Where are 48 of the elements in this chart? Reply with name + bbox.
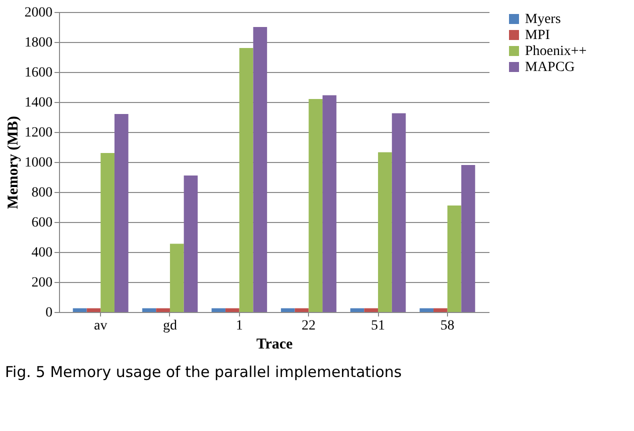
bar: [308, 99, 323, 312]
bar: [253, 27, 268, 312]
bar: [184, 176, 198, 312]
bar: [280, 308, 295, 312]
bar: [170, 244, 184, 312]
bar: [434, 308, 448, 312]
bar: [364, 308, 378, 312]
bar: [461, 165, 476, 312]
x-tick-label: 1: [236, 318, 243, 334]
bar: [114, 114, 128, 312]
bar: [239, 48, 254, 312]
legend-label: MAPCG: [525, 60, 575, 75]
y-tick-label: 1600: [24, 66, 52, 80]
bar: [447, 206, 462, 312]
x-tick-label: 22: [302, 318, 316, 334]
y-tick-label: 0: [46, 306, 52, 320]
y-tick-label: 2000: [24, 6, 52, 20]
x-tick-label: av: [94, 318, 108, 334]
bar: [392, 113, 406, 312]
y-axis-title: Memory (MB): [6, 116, 22, 209]
bar: [350, 308, 364, 312]
bar: [212, 308, 226, 312]
x-axis-title: Trace: [256, 336, 294, 352]
x-tick-label: 58: [440, 318, 454, 334]
y-tick-label: 1200: [24, 126, 52, 140]
legend-label: Myers: [525, 12, 561, 27]
y-tick-label: 400: [32, 246, 52, 260]
bar: [322, 95, 336, 312]
x-tick-label: gd: [162, 318, 177, 334]
y-tick-label: 1400: [24, 96, 52, 110]
legend-label: Phoenix++: [525, 44, 587, 59]
bar: [100, 153, 114, 312]
caption: Fig. 5 Memory usage of the parallel implementations: [5, 363, 402, 381]
y-tick-label: 1000: [24, 156, 52, 170]
bar: [378, 152, 392, 312]
bar: [225, 308, 240, 312]
bar: [156, 308, 170, 312]
bar: [420, 308, 434, 312]
bar: [72, 308, 87, 312]
bar: [142, 308, 156, 312]
y-tick-label: 800: [32, 186, 52, 200]
bar: [294, 308, 309, 312]
x-tick-label: 51: [371, 318, 386, 334]
y-tick-label: 600: [32, 216, 52, 230]
bar: [86, 308, 101, 312]
y-tick-label: 1800: [24, 36, 52, 50]
legend-label: MPI: [525, 28, 550, 43]
y-tick-label: 200: [32, 276, 52, 290]
